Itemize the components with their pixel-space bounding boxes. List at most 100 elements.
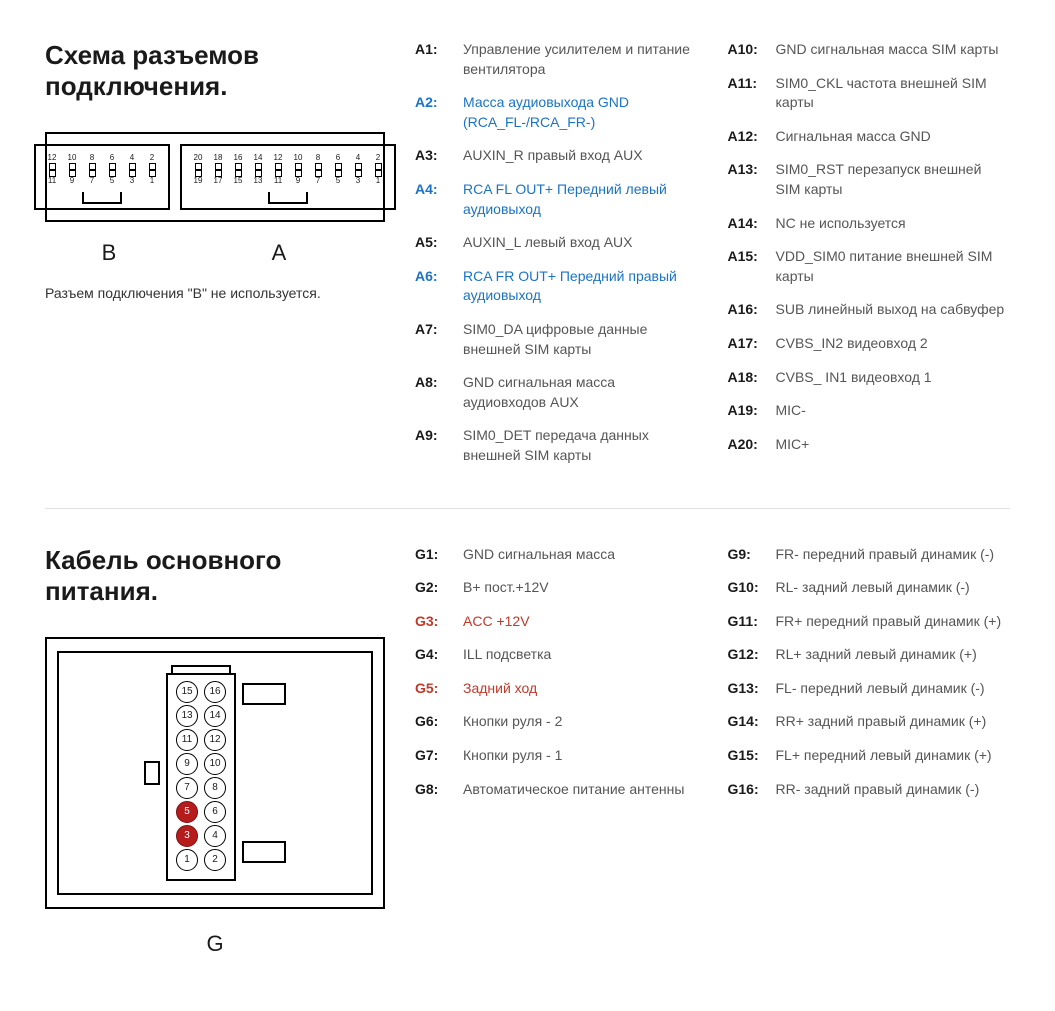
pin-number: 10 (288, 154, 308, 163)
g-pin-14: 14 (204, 705, 226, 727)
pin-desc: GND сигнальная масса SIM карты (776, 40, 1011, 60)
section2-left: Кабель основного питания. 15161314111291… (45, 545, 385, 957)
pins-G-col2: G9:FR- передний правый динамик (-)G10:RL… (728, 545, 1011, 957)
g-pin-7: 7 (176, 777, 198, 799)
pin-key: A8: (415, 373, 463, 412)
pin-desc: AUXIN_L левый вход AUX (463, 233, 698, 253)
pin-number: 6 (102, 154, 122, 163)
pin-key: G11: (728, 612, 776, 632)
pin-number: 14 (248, 154, 268, 163)
connector-B-block: 12108642 1197531 (34, 144, 170, 210)
pin-item: G11:FR+ передний правый динамик (+) (728, 612, 1011, 632)
pin-item: G12:RL+ задний левый динамик (+) (728, 645, 1011, 665)
pin-desc: Управление усилителем и питание вентилят… (463, 40, 698, 79)
pin-item: A11:SIM0_CKL частота внешней SIM карты (728, 74, 1011, 113)
g-pin-1: 1 (176, 849, 198, 871)
pin-key: A11: (728, 74, 776, 113)
g-pin-6: 6 (204, 801, 226, 823)
section1-title: Схема разъемов подключения. (45, 40, 385, 102)
pin-key: A5: (415, 233, 463, 253)
pin-desc: Кнопки руля - 2 (463, 712, 698, 732)
pin-key: G7: (415, 746, 463, 766)
pin-item: A12:Сигнальная масса GND (728, 127, 1011, 147)
pin-key: A20: (728, 435, 776, 455)
pins-G-col1: G1:GND сигнальная массаG2:B+ пост.+12VG3… (415, 545, 698, 957)
pin-desc: Сигнальная масса GND (776, 127, 1011, 147)
pin-desc: SUB линейный выход на сабвуфер (776, 300, 1011, 320)
pin-hole-icon (142, 163, 162, 170)
pin-item: A15:VDD_SIM0 питание внешней SIM карты (728, 247, 1011, 286)
pin-key: G10: (728, 578, 776, 598)
pin-item: G9:FR- передний правый динамик (-) (728, 545, 1011, 565)
section2-title: Кабель основного питания. (45, 545, 385, 607)
connector-A-label: A (173, 240, 385, 266)
pin-hole-icon (368, 163, 388, 170)
connector-B-note: Разъем подключения "B" не используется. (45, 284, 385, 304)
pin-hole-icon (348, 163, 368, 170)
pin-number: 9 (62, 177, 82, 186)
pin-key: G1: (415, 545, 463, 565)
pin-desc: ACC +12V (463, 612, 698, 632)
pin-desc: RL- задний левый динамик (-) (776, 578, 1011, 598)
pin-key: G2: (415, 578, 463, 598)
pin-number: 8 (308, 154, 328, 163)
pin-key: G14: (728, 712, 776, 732)
connector-B-label: B (45, 240, 173, 266)
section-connectors: Схема разъемов подключения. 12108642 119… (45, 40, 1010, 480)
g-pin-16: 16 (204, 681, 226, 703)
pin-item: G10:RL- задний левый динамик (-) (728, 578, 1011, 598)
section-separator (45, 508, 1010, 509)
pin-number: 7 (308, 177, 328, 186)
pin-hole-icon (288, 163, 308, 170)
pin-number: 4 (348, 154, 368, 163)
pin-item: G16:RR- задний правый динамик (-) (728, 780, 1011, 800)
pin-desc: AUXIN_R правый вход AUX (463, 146, 698, 166)
pin-key: A10: (728, 40, 776, 60)
connector-labels-row: B A (45, 240, 385, 266)
pin-desc: SIM0_DET передача данных внешней SIM кар… (463, 426, 698, 465)
pin-key: G6: (415, 712, 463, 732)
pin-hole-icon (228, 163, 248, 170)
pin-item: A6:RCA FR OUT+ Передний правый аудиовыхо… (415, 267, 698, 306)
pin-item: G6:Кнопки руля - 2 (415, 712, 698, 732)
pin-key: A7: (415, 320, 463, 359)
pin-number: 8 (82, 154, 102, 163)
pin-desc: SIM0_DA цифровые данные внешней SIM карт… (463, 320, 698, 359)
pin-item: A9:SIM0_DET передача данных внешней SIM … (415, 426, 698, 465)
pin-key: G15: (728, 746, 776, 766)
pin-item: G13:FL- передний левый динамик (-) (728, 679, 1011, 699)
pin-key: A19: (728, 401, 776, 421)
pin-desc: Автоматическое питание антенны (463, 780, 698, 800)
pin-number: 20 (188, 154, 208, 163)
pins-A-col1: A1:Управление усилителем и питание венти… (415, 40, 698, 480)
pin-hole-icon (328, 163, 348, 170)
pin-key: A6: (415, 267, 463, 306)
pin-key: G8: (415, 780, 463, 800)
pin-number: 5 (102, 177, 122, 186)
pin-item: A17:CVBS_IN2 видеовход 2 (728, 334, 1011, 354)
pin-desc: FR- передний правый динамик (-) (776, 545, 1011, 565)
pin-item: G14:RR+ задний правый динамик (+) (728, 712, 1011, 732)
pin-number: 13 (248, 177, 268, 186)
g-pin-15: 15 (176, 681, 198, 703)
pin-number: 7 (82, 177, 102, 186)
pin-item: A20:MIC+ (728, 435, 1011, 455)
pin-item: A8:GND сигнальная масса аудиовходов AUX (415, 373, 698, 412)
pin-hole-icon (188, 163, 208, 170)
pin-number: 4 (122, 154, 142, 163)
pin-item: G3:ACC +12V (415, 612, 698, 632)
pin-number: 2 (142, 154, 162, 163)
pin-desc: MIC+ (776, 435, 1011, 455)
pin-item: G2:B+ пост.+12V (415, 578, 698, 598)
g-pin-11: 11 (176, 729, 198, 751)
g-pin-5: 5 (176, 801, 198, 823)
pin-number: 3 (122, 177, 142, 186)
pin-number: 1 (142, 177, 162, 186)
pin-desc: Задний ход (463, 679, 698, 699)
pin-desc: RL+ задний левый динамик (+) (776, 645, 1011, 665)
pin-desc: B+ пост.+12V (463, 578, 698, 598)
pin-hole-icon (102, 163, 122, 170)
pin-hole-icon (122, 163, 142, 170)
pin-key: A3: (415, 146, 463, 166)
pin-desc: RR+ задний правый динамик (+) (776, 712, 1011, 732)
